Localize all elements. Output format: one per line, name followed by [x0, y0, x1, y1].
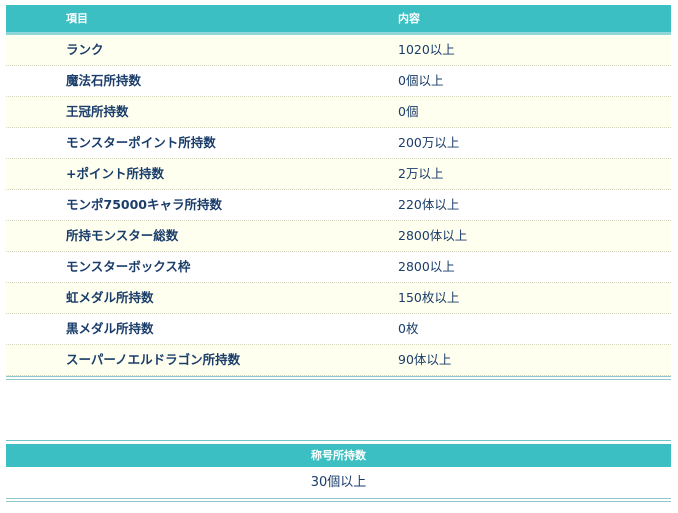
row-item: モンポ75000キャラ所持数: [66, 197, 222, 212]
table-row: モンポ75000キャラ所持数 220体以上: [6, 190, 671, 221]
row-item: スーパーノエルドラゴン所持数: [66, 352, 241, 367]
table-header: 項目 内容: [6, 5, 671, 35]
table-row: +ポイント所持数 2万以上: [6, 159, 671, 190]
requirements-table: 項目 内容 ランク 1020以上魔法石所持数 0個以上王冠所持数 0個モンスターポイン…: [6, 5, 671, 380]
row-value: 90体以上: [398, 352, 452, 367]
table-row: ランク 1020以上: [6, 35, 671, 66]
row-item: +ポイント所持数: [66, 166, 164, 181]
table-row: 王冠所持数 0個: [6, 97, 671, 128]
row-item: 虹メダル所持数: [66, 290, 154, 305]
row-value: 2800体以上: [398, 228, 468, 243]
row-item: ランク: [66, 42, 104, 57]
row-value: 220体以上: [398, 197, 460, 212]
header-item: 項目: [66, 12, 88, 25]
row-item: 所持モンスター総数: [66, 228, 179, 243]
row-item: 王冠所持数: [66, 104, 129, 119]
header-content: 内容: [398, 12, 420, 25]
table-row: モンスターポイント所持数 200万以上: [6, 128, 671, 159]
row-value: 2800以上: [398, 259, 455, 274]
row-value: 150枚以上: [398, 290, 460, 305]
row-value: 0個: [398, 104, 419, 119]
row-value: 200万以上: [398, 135, 460, 150]
table-top-border: [6, 440, 671, 441]
row-item: 黒メダル所持数: [66, 321, 154, 336]
table-row: モンスターボックス枠 2800以上: [6, 252, 671, 283]
row-value: 0枚: [398, 321, 419, 336]
row-value: 0個以上: [398, 73, 444, 88]
table-bottom-border: [6, 498, 671, 502]
row-value: 2万以上: [398, 166, 444, 181]
table-header: 称号所持数: [6, 444, 671, 467]
row-item: モンスターポイント所持数: [66, 135, 216, 150]
row-item: 魔法石所持数: [66, 73, 142, 88]
table-row: 所持モンスター総数 2800体以上: [6, 221, 671, 252]
table-value: 30個以上: [310, 475, 367, 490]
table-row: 魔法石所持数 0個以上: [6, 66, 671, 97]
table-row: 虹メダル所持数 150枚以上: [6, 283, 671, 314]
row-item: モンスターボックス枠: [66, 259, 191, 274]
row-value: 1020以上: [398, 42, 455, 57]
table-bottom-border: [6, 376, 671, 380]
table-row: スーパーノエルドラゴン所持数 90体以上: [6, 345, 671, 376]
table-row: 黒メダル所持数 0枚: [6, 314, 671, 345]
title-count-table: 称号所持数 30個以上: [6, 440, 671, 502]
